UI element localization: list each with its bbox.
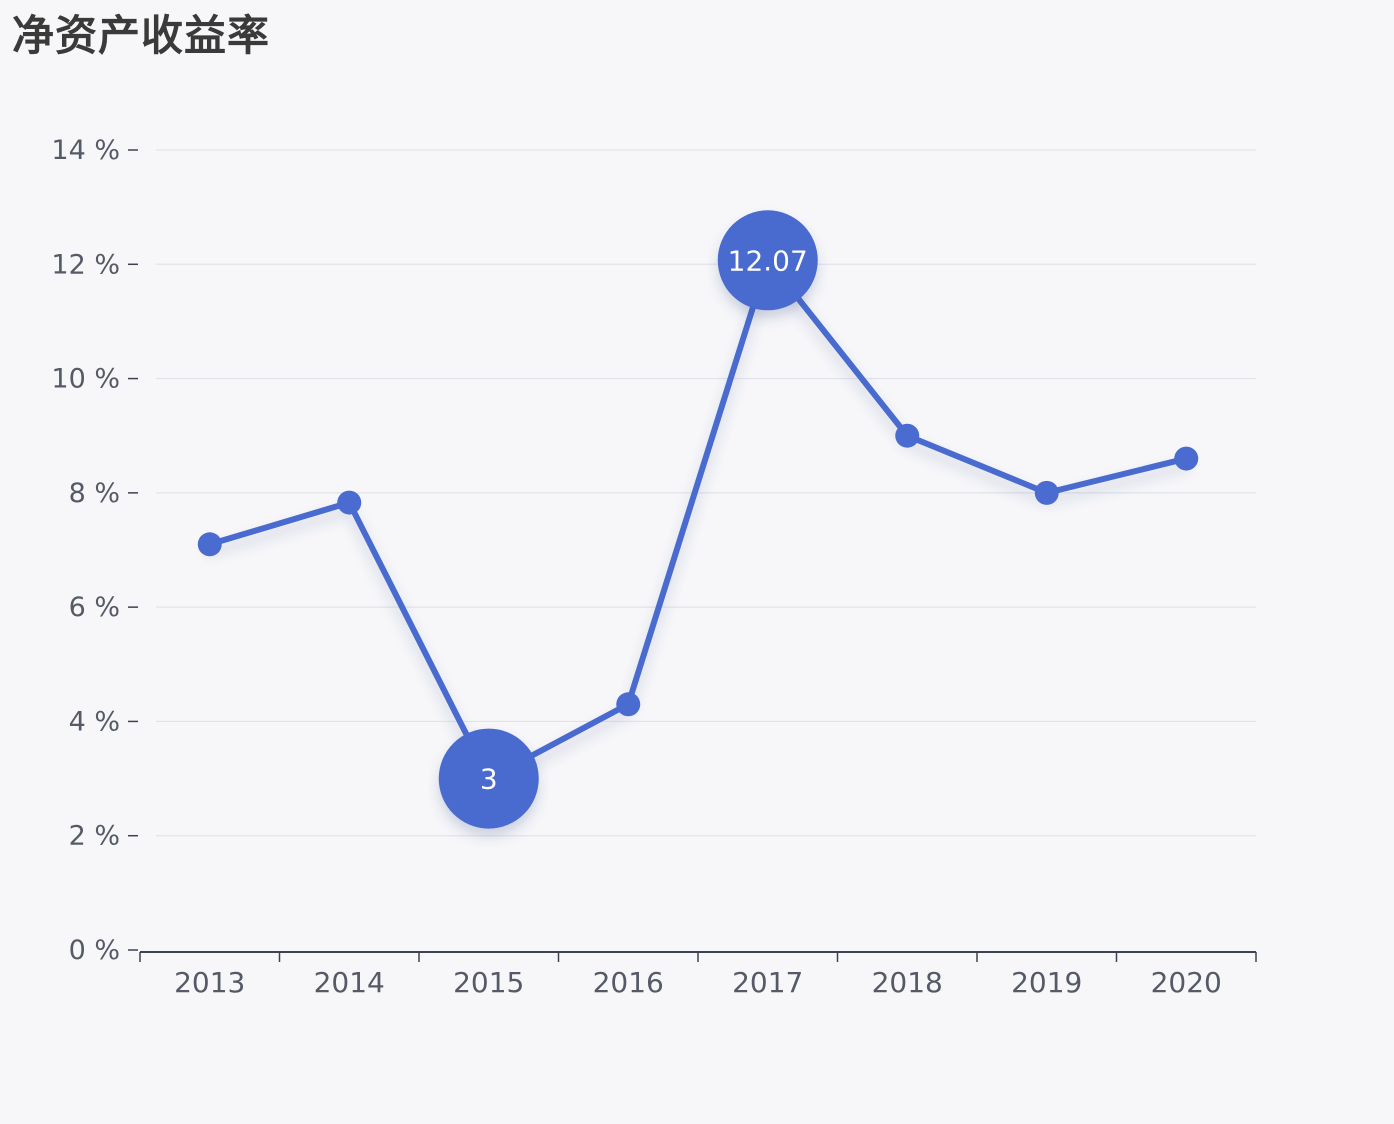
- grid-lines: [156, 149, 1256, 837]
- series-line: [206, 257, 1190, 782]
- data-label: 3: [480, 763, 498, 796]
- x-tick-label: 2018: [872, 966, 943, 999]
- x-tick-label: 2017: [732, 966, 803, 999]
- data-point[interactable]: [895, 423, 920, 448]
- data-point[interactable]: [1034, 480, 1059, 505]
- data-point[interactable]: [197, 532, 222, 557]
- data-label: 12.07: [728, 244, 808, 277]
- x-tick-label: 2020: [1151, 966, 1222, 999]
- x-tick-label: 2015: [453, 966, 524, 999]
- y-tick-label: 2 %: [69, 821, 120, 852]
- x-tick-label: 2014: [314, 966, 385, 999]
- data-point[interactable]: [1174, 446, 1199, 471]
- x-tick-label: 2016: [593, 966, 664, 999]
- highlight-marker[interactable]: [717, 210, 818, 311]
- axes: 0 % 2 % 4 % 6 % 8 % 10 % 12 % 14 % 2013 2014 2015 2…: [51, 135, 1257, 999]
- x-tick-label: 2013: [174, 966, 245, 999]
- x-tick-label: 2019: [1011, 966, 1082, 999]
- data-point[interactable]: [616, 692, 641, 717]
- chart-title: 净资产收益率: [12, 11, 271, 60]
- y-tick-label: 14 %: [51, 135, 120, 166]
- highlight-marker[interactable]: [438, 728, 539, 829]
- data-point[interactable]: [337, 490, 362, 515]
- y-tick-label: 0 %: [69, 935, 120, 966]
- y-tick-label: 4 %: [69, 706, 120, 737]
- y-tick-label: 8 %: [69, 478, 120, 509]
- y-tick-label: 12 %: [51, 249, 120, 280]
- series: 312.07: [197, 210, 1199, 829]
- y-tick-label: 10 %: [51, 364, 120, 395]
- y-tick-label: 6 %: [69, 592, 120, 623]
